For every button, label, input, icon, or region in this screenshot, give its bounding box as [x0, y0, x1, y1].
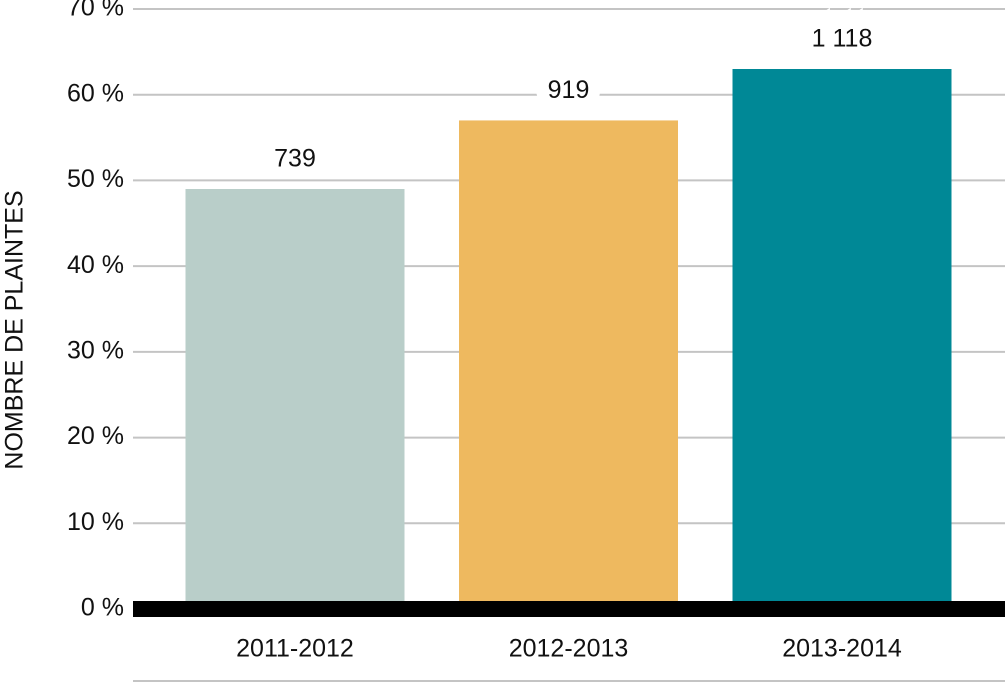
- y-tick-label: 30 %: [67, 336, 124, 364]
- bar: [185, 189, 405, 609]
- y-tick-label: 60 %: [67, 79, 124, 107]
- y-tick-label: 20 %: [67, 422, 124, 450]
- y-tick-label: 10 %: [67, 508, 124, 536]
- y-tick-label: 0 %: [81, 594, 124, 622]
- y-axis-title: NOMBRE DE PLAINTES: [1, 190, 29, 469]
- x-tick-label: 2011-2012: [236, 635, 354, 663]
- data-label: 739: [274, 145, 316, 173]
- x-tick-label: 2013-2014: [782, 635, 902, 663]
- bar: [732, 69, 952, 609]
- y-tick-label: 40 %: [67, 251, 124, 279]
- data-label: 1 118: [812, 25, 873, 53]
- x-tick-label: 2012-2013: [509, 635, 629, 663]
- y-tick-label: 50 %: [67, 165, 124, 193]
- axis: 2011-2012 2012-2013 2013-2014: [133, 601, 1005, 663]
- y-tick-label: 70 %: [67, 0, 124, 22]
- bar: [459, 120, 678, 609]
- bars: 739 919 1 118: [185, 13, 952, 609]
- data-label: 919: [548, 76, 590, 104]
